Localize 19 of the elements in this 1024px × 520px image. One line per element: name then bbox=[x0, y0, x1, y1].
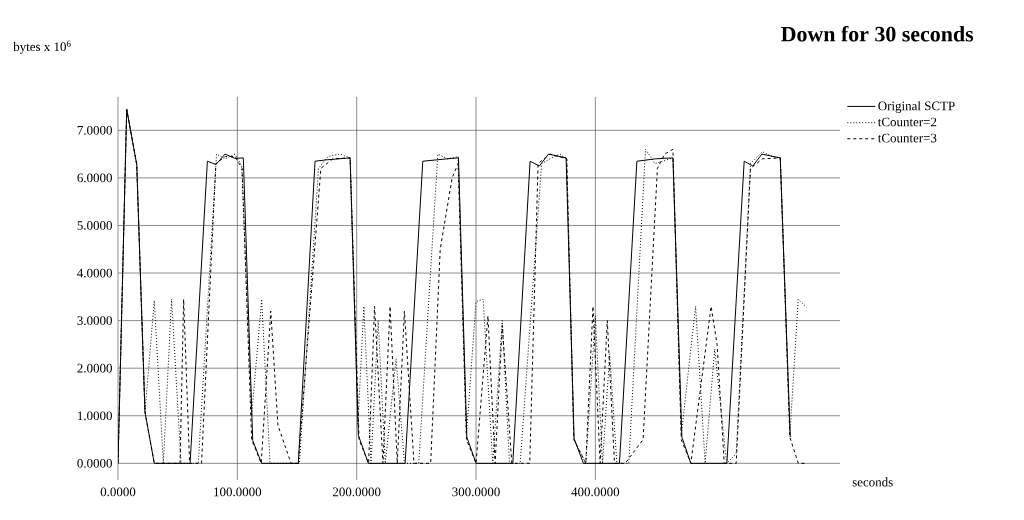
y-tick-label: 3.0000 bbox=[77, 316, 112, 326]
legend-label: Original SCTP bbox=[878, 101, 955, 113]
x-tick-label: 400.0000 bbox=[571, 487, 620, 497]
y-tick-label: 2.0000 bbox=[77, 363, 112, 373]
legend-label: tCounter=2 bbox=[877, 117, 937, 127]
y-tick-label: 1.0000 bbox=[78, 411, 112, 421]
x-tick-label: 300.0000 bbox=[452, 487, 500, 497]
y-tick-label: 4.0000 bbox=[77, 268, 112, 278]
y-tick-label: 5.0000 bbox=[77, 221, 112, 230]
chart-title: Down for 30 seconds bbox=[781, 25, 974, 42]
x-tick-label: 100.0000 bbox=[214, 487, 262, 497]
legend-label: tCounter=3 bbox=[877, 133, 937, 143]
y-tick-label: 6.0000 bbox=[77, 173, 112, 183]
x-tick-label: 200.0000 bbox=[332, 487, 381, 497]
y-tick-label: 0.0000 bbox=[77, 458, 112, 468]
x-tick-label: 0.0000 bbox=[100, 487, 136, 497]
x-axis-title: seconds bbox=[852, 477, 893, 487]
y-axis-title: bytes x 10$^{6}$ bbox=[13, 40, 71, 54]
y-tick-label: 7.0000 bbox=[77, 125, 112, 135]
